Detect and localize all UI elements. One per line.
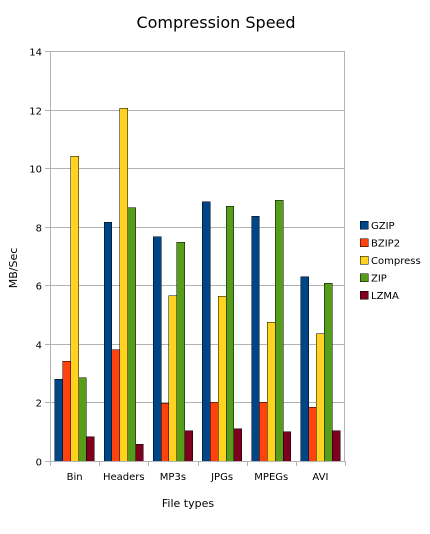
x-tick-label-4: MPEGs [254,472,288,483]
bar-compress-jpgs [217,296,227,462]
x-tick-labels: Bin Headers MP3s JPGs MPEGs AVI [67,472,329,483]
chart-title: Compression Speed [136,13,295,32]
bar-zip-bin [78,377,87,462]
legend-label-zip: ZIP [371,274,387,285]
y-tick-label-1: 2 [36,399,42,410]
legend-swatch-lzma [359,290,369,300]
legend-label-compress: Compress [371,256,421,267]
legend-swatch-compress [359,255,369,265]
bar-compress-avi [316,333,325,462]
y-tick-label-3: 6 [36,282,42,293]
axes [50,51,346,466]
bar-zip-mpegs [274,200,284,462]
bar-gzip-avi [300,276,309,462]
bar-bzip2-mpegs [259,402,268,462]
legend-swatch-bzip2 [359,238,369,247]
bar-bzip2-jpgs [210,402,219,462]
bar-zip-avi [324,282,333,462]
x-tick-label-1: Headers [103,472,145,483]
y-tick-label-4: 8 [36,224,42,235]
bar-lzma-avi [331,430,341,462]
bar-gzip-jpgs [202,201,211,462]
x-tick-label-0: Bin [67,472,83,483]
y-tick-labels: 0 2 4 6 8 10 12 14 [29,48,42,469]
bar-gzip-bin [54,378,64,462]
bar-lzma-jpgs [233,428,243,462]
bar-lzma-mpegs [282,431,292,462]
bar-compress-bin [70,156,79,462]
bar-lzma-headers [135,443,144,462]
legend-swatch-gzip [359,220,369,230]
x-tick-label-2: MP3s [160,472,186,483]
bar-bzip2-bin [62,361,71,462]
gridlines [45,51,345,462]
x-tick-label-3: JPGs [210,472,233,483]
legend-label-gzip: GZIP [371,221,395,232]
legend: GZIP BZIP2 Compress ZIP LZMA [359,220,421,302]
bar-gzip-mp3s [153,236,162,462]
bar-lzma-mp3s [184,430,193,462]
bar-zip-mp3s [176,241,185,462]
y-tick-label-6: 12 [29,107,42,118]
y-axis-title: MB/Sec [7,248,20,289]
bar-zip-headers [127,207,136,462]
y-tick-label-0: 0 [36,458,42,469]
bar-gzip-headers [103,222,113,462]
bar-bzip2-mp3s [160,403,170,462]
y-tick-label-5: 10 [29,165,42,176]
x-tick-label-5: AVI [312,472,328,483]
bar-bzip2-avi [308,407,317,462]
bar-compress-headers [119,107,128,462]
bar-bzip2-headers [111,349,121,462]
bar-compress-mpegs [267,322,276,462]
bar-gzip-mpegs [251,216,260,462]
bar-compress-mp3s [168,295,178,462]
bar-lzma-bin [86,436,95,462]
bars [54,107,341,462]
legend-label-lzma: LZMA [371,291,399,302]
legend-label-bzip2: BZIP2 [371,239,400,250]
bar-zip-jpgs [225,205,235,462]
y-tick-label-7: 14 [29,48,42,59]
legend-swatch-zip [359,273,369,282]
x-axis-title: File types [162,497,214,510]
y-tick-label-2: 4 [36,341,42,352]
